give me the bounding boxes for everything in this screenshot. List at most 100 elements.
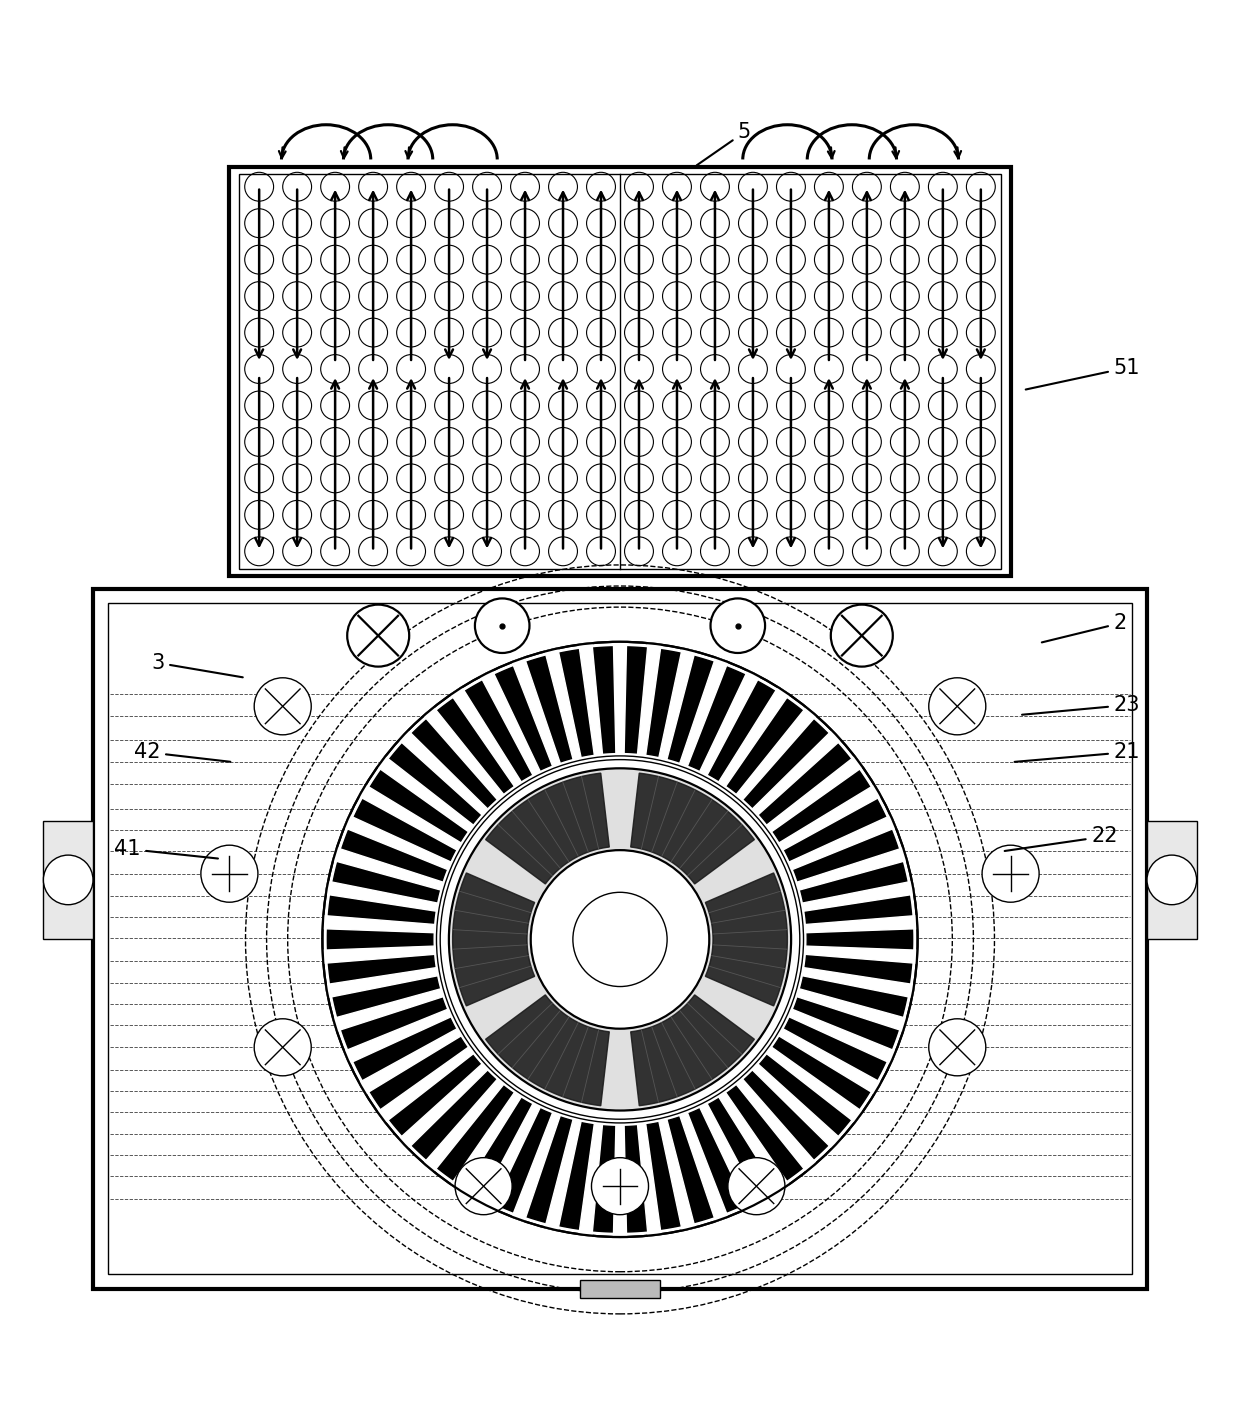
Polygon shape [735,707,816,801]
Polygon shape [698,671,759,777]
Polygon shape [759,744,851,824]
Polygon shape [370,770,467,842]
Bar [229,167,1011,576]
Polygon shape [559,1123,594,1230]
Polygon shape [614,641,626,755]
Polygon shape [805,895,911,925]
Polygon shape [495,1109,552,1213]
Polygon shape [377,757,475,834]
Polygon shape [795,848,906,891]
Polygon shape [424,1077,505,1171]
Polygon shape [801,976,906,1017]
Polygon shape [646,1123,681,1230]
Polygon shape [546,648,582,762]
Polygon shape [787,815,895,871]
Circle shape [254,1019,311,1076]
Polygon shape [526,1117,573,1223]
Bar [239,174,1001,569]
Polygon shape [453,874,534,1006]
Polygon shape [624,1126,647,1233]
Polygon shape [353,1017,456,1080]
Polygon shape [334,848,445,891]
Polygon shape [451,1090,522,1191]
Polygon shape [399,1063,490,1149]
Polygon shape [680,1110,728,1221]
Polygon shape [593,647,616,752]
Polygon shape [646,650,681,757]
Polygon shape [322,946,436,963]
Text: 2: 2 [1042,613,1127,643]
Polygon shape [765,757,863,834]
Polygon shape [718,1090,789,1191]
Polygon shape [658,648,694,762]
Polygon shape [784,1017,887,1080]
Circle shape [831,604,893,667]
Polygon shape [593,1126,616,1233]
Polygon shape [750,731,841,817]
Polygon shape [495,667,552,771]
Polygon shape [322,915,436,933]
Circle shape [322,641,918,1237]
Polygon shape [329,955,435,983]
Polygon shape [353,799,456,862]
Circle shape [449,768,791,1110]
Circle shape [711,598,765,653]
Circle shape [573,892,667,986]
Polygon shape [360,785,463,851]
Polygon shape [804,915,918,933]
Polygon shape [624,647,647,752]
Polygon shape [334,988,445,1032]
Polygon shape [465,1099,532,1198]
Polygon shape [706,874,787,1006]
Circle shape [531,851,709,1029]
Polygon shape [658,1117,694,1230]
Polygon shape [727,698,804,794]
Polygon shape [698,1102,759,1208]
Polygon shape [801,862,906,903]
Polygon shape [436,698,513,794]
Text: 3: 3 [151,653,243,677]
Polygon shape [750,1063,841,1149]
Polygon shape [708,1099,775,1198]
Circle shape [929,1019,986,1076]
Polygon shape [412,720,496,808]
Text: 23: 23 [1022,695,1140,715]
Polygon shape [389,1054,481,1136]
Circle shape [436,755,804,1123]
Polygon shape [481,1102,542,1208]
Polygon shape [341,997,446,1049]
Polygon shape [667,1117,714,1223]
Polygon shape [389,744,481,824]
Polygon shape [744,1072,828,1160]
Polygon shape [481,671,542,777]
Polygon shape [807,929,913,950]
Polygon shape [465,681,532,781]
Polygon shape [451,687,522,788]
Polygon shape [680,657,728,768]
Polygon shape [360,1027,463,1094]
Circle shape [254,678,311,735]
Polygon shape [787,1009,895,1063]
Polygon shape [579,1121,603,1235]
Bar [93,589,1147,1290]
Polygon shape [512,1110,560,1221]
Polygon shape [327,929,433,950]
Polygon shape [614,1123,626,1237]
Text: 21: 21 [1014,742,1140,762]
Polygon shape [631,774,754,884]
Polygon shape [688,667,745,771]
Circle shape [1147,855,1197,905]
Polygon shape [329,895,435,925]
Polygon shape [486,774,609,884]
Polygon shape [777,785,880,851]
Polygon shape [773,1036,870,1109]
Circle shape [455,1157,512,1214]
Polygon shape [579,643,603,758]
Polygon shape [512,657,560,768]
Circle shape [591,1157,649,1214]
Polygon shape [794,997,899,1049]
Polygon shape [805,955,911,983]
Polygon shape [345,1009,453,1063]
Polygon shape [424,707,505,801]
Circle shape [440,760,800,1119]
